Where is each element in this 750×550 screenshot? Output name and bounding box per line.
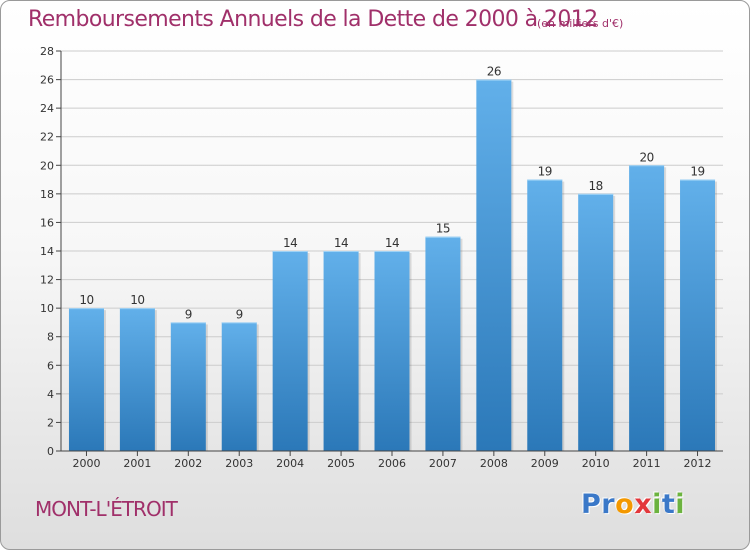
logo-letter: P <box>581 489 602 520</box>
x-tick-label: 2011 <box>633 457 661 470</box>
y-tick-label: 8 <box>47 331 54 344</box>
bar <box>170 322 206 451</box>
bar <box>272 251 308 451</box>
bars <box>68 79 718 452</box>
data-label: 15 <box>436 222 450 236</box>
data-label: 19 <box>538 165 552 179</box>
x-tick-label: 2005 <box>327 457 355 470</box>
y-tick-label: 4 <box>47 388 54 401</box>
x-tick-label: 2008 <box>480 457 508 470</box>
chart-title: Remboursements Annuels de la Dette de 20… <box>28 7 598 32</box>
logo-letter: t <box>661 489 676 520</box>
data-label: 19 <box>690 165 704 179</box>
x-tick-label: 2010 <box>582 457 610 470</box>
logo-letter: r <box>601 489 616 520</box>
x-tick-label: 2012 <box>684 457 712 470</box>
y-tick-label: 14 <box>40 245 54 258</box>
data-label: 14 <box>385 236 399 250</box>
x-tick-label: 2004 <box>276 457 304 470</box>
bar <box>476 79 512 452</box>
y-tick-label: 0 <box>47 445 54 458</box>
logo-letter: i <box>675 489 686 520</box>
y-tick-label: 18 <box>40 188 54 201</box>
bar <box>425 236 461 451</box>
chart-subtitle: (en milliers d'€) <box>537 17 624 30</box>
y-tick-label: 10 <box>40 302 54 315</box>
x-tick-label: 2006 <box>378 457 406 470</box>
bar <box>221 322 257 451</box>
y-tick-label: 22 <box>40 131 54 144</box>
logo-letter: x <box>634 489 653 520</box>
x-tick-label: 2000 <box>72 457 100 470</box>
data-label: 18 <box>589 179 603 193</box>
data-label: 10 <box>79 293 93 307</box>
y-tick-label: 12 <box>40 274 54 287</box>
bar <box>527 179 563 452</box>
bar <box>119 308 155 451</box>
y-tick-label: 28 <box>40 45 54 58</box>
x-tick-label: 2007 <box>429 457 457 470</box>
data-labels: 10 10 9 9 14 14 14 15 26 19 18 20 19 <box>79 65 705 322</box>
bar <box>374 251 410 451</box>
data-label: 20 <box>639 150 653 164</box>
data-label: 9 <box>185 307 192 321</box>
proxiti-logo[interactable]: Proxiti <box>581 489 685 520</box>
bar <box>629 165 665 452</box>
data-label: 14 <box>283 236 297 250</box>
data-label: 9 <box>236 307 243 321</box>
bar <box>68 308 104 451</box>
x-tick-label: 2002 <box>174 457 202 470</box>
y-tick-label: 16 <box>40 216 54 229</box>
bar <box>323 251 359 451</box>
location-name: MONT-L'ÉTROIT <box>35 497 178 521</box>
bar <box>578 193 614 451</box>
y-tick-label: 2 <box>47 416 54 429</box>
data-label: 26 <box>487 65 501 79</box>
y-tick-label: 26 <box>40 74 54 87</box>
x-tick-label: 2003 <box>225 457 253 470</box>
data-label: 10 <box>130 293 144 307</box>
logo-letter: i <box>652 489 662 520</box>
y-tick-label: 24 <box>40 102 54 115</box>
x-tick-label: 2009 <box>531 457 559 470</box>
y-tick-label: 20 <box>40 159 54 172</box>
x-tick-label: 2001 <box>123 457 151 470</box>
y-tick-label: 6 <box>47 359 54 372</box>
data-label: 14 <box>334 236 348 250</box>
bar <box>680 179 716 452</box>
logo-letter: o <box>615 489 635 520</box>
